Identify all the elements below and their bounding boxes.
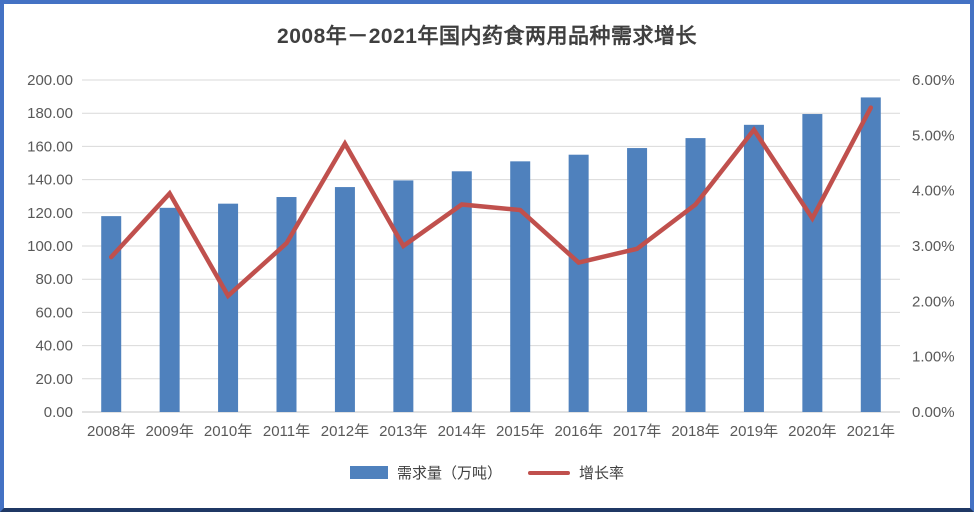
bar-2012年 xyxy=(334,187,355,412)
y-right-tick-label: 1.00% xyxy=(912,349,955,366)
bar-2017年 xyxy=(627,148,648,412)
y-left-tick-label: 180.00 xyxy=(27,105,73,122)
x-tick-label-2015年: 2015年 xyxy=(496,423,544,440)
y-right-tick-label: 5.00% xyxy=(912,127,955,144)
bar-2018年 xyxy=(685,138,706,412)
legend-label-demand: 需求量（万吨） xyxy=(396,465,502,482)
chart-legend: 需求量（万吨） 增长率 xyxy=(4,462,970,483)
x-tick-label-2012年: 2012年 xyxy=(321,423,369,440)
y-right-tick-label: 0.00% xyxy=(912,404,955,421)
bar-2015年 xyxy=(510,161,531,412)
x-tick-label-2016年: 2016年 xyxy=(554,423,602,440)
bar-2011年 xyxy=(276,197,297,412)
x-tick-label-2011年: 2011年 xyxy=(263,423,310,440)
y-right-tick-label: 6.00% xyxy=(912,72,955,89)
y-left-tick-label: 100.00 xyxy=(27,238,73,255)
bar-2016年 xyxy=(568,154,589,412)
y-left-tick-label: 40.00 xyxy=(35,338,73,355)
x-tick-label-2020年: 2020年 xyxy=(788,423,836,440)
y-left-tick-label: 20.00 xyxy=(35,371,73,388)
combo-chart: 0.00 20.00 40.00 60.00 80.00 100.00 120.00 140.… xyxy=(27,72,955,440)
y-left-tick-label: 0.00 xyxy=(44,404,73,421)
y-right-tick-label: 3.00% xyxy=(912,238,955,255)
bar-2008年 xyxy=(101,216,122,412)
bar-2009年 xyxy=(159,207,180,412)
y-right-tick-label: 4.00% xyxy=(912,183,955,200)
bar-2019年 xyxy=(743,124,764,412)
x-tick-label-2008年: 2008年 xyxy=(87,423,135,440)
y-left-tick-label: 80.00 xyxy=(35,271,73,288)
bar-2014年 xyxy=(451,171,472,412)
y-left-tick-label: 140.00 xyxy=(27,172,73,189)
x-tick-label-2009年: 2009年 xyxy=(145,423,193,440)
bar-series-swatch-icon xyxy=(349,466,388,479)
x-tick-label-2019年: 2019年 xyxy=(730,423,778,440)
chart-title: 2008年－2021年国内药食两用品种需求增长 xyxy=(277,25,697,48)
x-tick-label-2013年: 2013年 xyxy=(379,423,427,440)
legend-item-demand: 需求量（万吨） xyxy=(349,462,502,483)
bar-2010年 xyxy=(218,203,239,412)
growth-rate-line xyxy=(108,105,874,300)
legend-label-growth: 增长率 xyxy=(579,465,625,482)
bar-2013年 xyxy=(393,180,414,412)
x-tick-label-2021年: 2021年 xyxy=(847,423,895,440)
y-left-tick-label: 120.00 xyxy=(27,205,73,222)
y-left-tick-label: 60.00 xyxy=(35,304,73,321)
legend-item-growth: 增长率 xyxy=(528,462,624,483)
bar-2021年 xyxy=(860,97,881,413)
y-right-tick-label: 2.00% xyxy=(912,293,955,310)
bar-2020年 xyxy=(802,114,823,412)
x-tick-label-2014年: 2014年 xyxy=(438,423,486,440)
x-tick-label-2017年: 2017年 xyxy=(613,423,661,440)
y-left-tick-label: 160.00 xyxy=(27,138,73,155)
line-series-swatch-icon xyxy=(528,470,570,475)
y-left-tick-label: 200.00 xyxy=(27,72,73,89)
x-tick-label-2010年: 2010年 xyxy=(204,423,252,440)
x-tick-label-2018年: 2018年 xyxy=(671,423,719,440)
